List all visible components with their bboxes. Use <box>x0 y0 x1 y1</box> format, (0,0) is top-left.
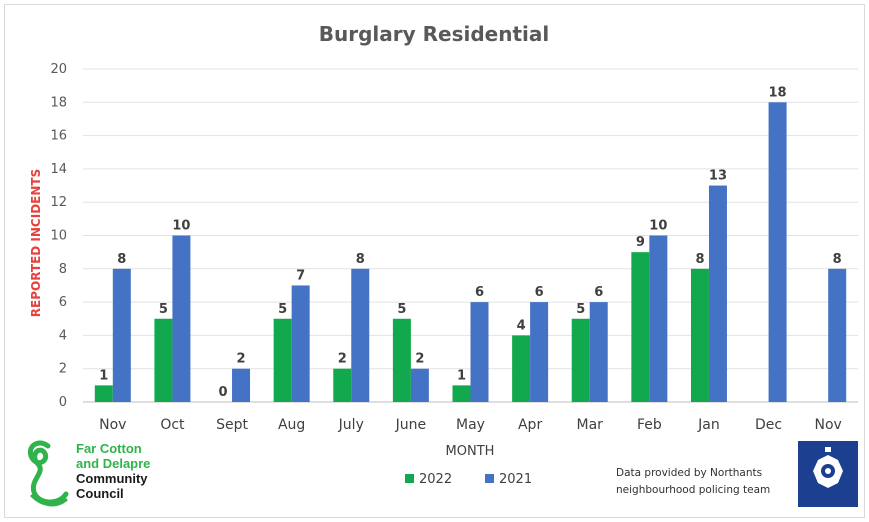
x-tick-label: June <box>395 417 427 433</box>
bar-2021 <box>530 302 549 402</box>
bar-2022 <box>273 318 292 402</box>
bar-2022 <box>571 318 590 402</box>
x-axis-categories: Nov Oct Sept Aug July June May Apr Mar Feb Jan Dec N… <box>99 417 842 433</box>
y-tick-label: 10 <box>50 229 67 244</box>
data-label-2021: 8 <box>833 252 842 267</box>
data-label-2022: 1 <box>457 368 466 383</box>
data-label-2022: 2 <box>338 352 347 367</box>
police-badge-icon <box>798 441 858 507</box>
y-tick-label: 18 <box>50 95 67 110</box>
logo-line-3: Community <box>76 471 148 486</box>
logo-line-1: Far Cotton <box>76 441 142 456</box>
bar-2021 <box>232 368 251 402</box>
bar-2021 <box>112 268 131 402</box>
bar-2021 <box>470 302 489 402</box>
data-label-2021: 8 <box>117 252 126 267</box>
x-tick-label: Apr <box>518 417 542 433</box>
legend-label-2021: 2021 <box>499 472 532 487</box>
data-label-2021: 2 <box>237 352 246 367</box>
y-axis-ticks: 0 2 4 6 8 10 12 14 16 18 20 <box>50 62 67 410</box>
bar-2022 <box>452 385 471 402</box>
x-tick-label: Sept <box>216 417 248 433</box>
y-tick-label: 8 <box>59 262 67 277</box>
y-tick-label: 0 <box>59 395 67 410</box>
data-label-2022: 5 <box>397 302 406 317</box>
x-tick-label: Dec <box>755 417 782 433</box>
bar-2021 <box>172 235 191 402</box>
bar-2021 <box>291 285 310 402</box>
x-tick-label: Oct <box>160 417 185 433</box>
bar-2022 <box>631 252 650 402</box>
y-tick-label: 14 <box>50 162 67 177</box>
credit-line-2: neighbourhood policing team <box>616 484 771 496</box>
data-label-2022: 5 <box>159 302 168 317</box>
bar-2021 <box>828 268 847 402</box>
x-axis-label: MONTH <box>446 444 495 459</box>
x-tick-label: Nov <box>815 417 842 433</box>
data-label-2021: 6 <box>475 285 484 300</box>
bars <box>94 102 847 403</box>
y-tick-label: 20 <box>50 62 67 77</box>
credit-line-1: Data provided by Northants <box>616 467 763 479</box>
logo-line-4: Council <box>76 486 124 501</box>
bar-2022 <box>690 268 709 402</box>
bar-2021 <box>708 185 727 402</box>
x-tick-label: Nov <box>99 417 126 433</box>
council-logo-text: Far Cotton and Delapre Community Council <box>76 441 150 501</box>
x-tick-label: Mar <box>577 417 604 433</box>
bar-2022 <box>512 335 531 402</box>
legend: 2022 2021 <box>405 472 532 487</box>
data-label-2021: 10 <box>172 219 190 234</box>
data-label-2022: 5 <box>278 302 287 317</box>
x-tick-label: July <box>338 417 364 433</box>
data-label-2021: 18 <box>769 85 787 100</box>
data-label-2022: 8 <box>695 252 704 267</box>
logo-line-2: and Delapre <box>76 456 151 471</box>
bar-2021 <box>410 368 429 402</box>
bar-2022 <box>333 368 352 402</box>
grid <box>83 68 858 403</box>
legend-swatch-2021 <box>485 474 494 483</box>
y-tick-label: 12 <box>50 195 67 210</box>
legend-label-2022: 2022 <box>419 472 452 487</box>
x-tick-label: May <box>456 417 485 433</box>
bar-2021 <box>649 235 668 402</box>
data-label-2021: 8 <box>356 252 365 267</box>
x-tick-label: Feb <box>637 417 662 433</box>
data-label-2021: 6 <box>535 285 544 300</box>
data-label-2022: 5 <box>576 302 585 317</box>
swan-logo-icon <box>28 440 69 507</box>
y-tick-label: 16 <box>50 129 67 144</box>
data-label-2022: 9 <box>636 235 645 250</box>
data-label-2022: 1 <box>99 368 108 383</box>
data-label-2021: 6 <box>594 285 603 300</box>
data-label-2022: 4 <box>517 318 526 333</box>
y-tick-label: 6 <box>59 295 67 310</box>
bar-2022 <box>94 385 113 402</box>
data-label-2021: 2 <box>415 352 424 367</box>
chart-title: Burglary Residential <box>319 22 550 46</box>
bar-2022 <box>392 318 411 402</box>
bar-2021 <box>589 302 608 402</box>
data-credit: Data provided by Northants neighbourhood… <box>616 465 796 499</box>
x-tick-label: Aug <box>278 417 305 433</box>
y-tick-label: 4 <box>59 328 67 343</box>
legend-swatch-2022 <box>405 474 414 483</box>
x-tick-label: Jan <box>697 417 720 433</box>
data-label-2021: 10 <box>649 219 667 234</box>
y-axis-label: REPORTED INCIDENTS <box>29 169 43 317</box>
data-label-2022: 0 <box>219 385 228 400</box>
data-label-2021: 7 <box>296 268 305 283</box>
bar-2021 <box>768 102 787 403</box>
bar-2021 <box>351 268 370 402</box>
data-label-2021: 13 <box>709 169 727 184</box>
bar-2022 <box>154 318 173 402</box>
y-tick-label: 2 <box>59 362 67 377</box>
